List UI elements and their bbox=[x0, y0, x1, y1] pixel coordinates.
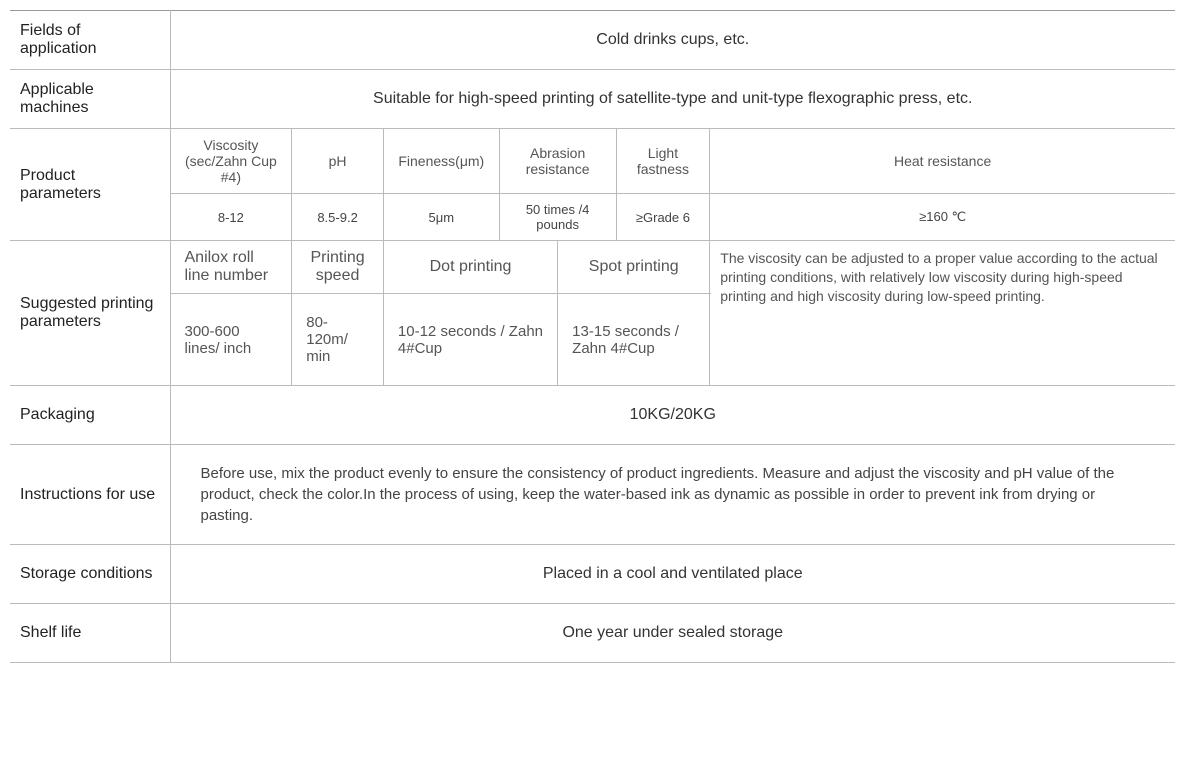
value-instructions: Before use, mix the product evenly to en… bbox=[170, 445, 1175, 545]
label-instructions: Instructions for use bbox=[10, 445, 170, 545]
param-head-2: Fineness(μm) bbox=[383, 129, 499, 194]
label-fields: Fields of application bbox=[10, 11, 170, 70]
spec-table: Fields of application Cold drinks cups, … bbox=[10, 10, 1175, 663]
param-val-0: 8-12 bbox=[170, 194, 292, 241]
row-packaging: Packaging 10KG/20KG bbox=[10, 386, 1175, 445]
row-params-head: Product parameters Viscosity (sec/Zahn C… bbox=[10, 129, 1175, 194]
label-shelf: Shelf life bbox=[10, 604, 170, 663]
label-params: Product parameters bbox=[10, 129, 170, 241]
row-sugg-head: Suggested printing parameters Anilox rol… bbox=[10, 241, 1175, 294]
value-fields: Cold drinks cups, etc. bbox=[170, 11, 1175, 70]
param-val-2: 5μm bbox=[383, 194, 499, 241]
sugg-head-1: Printing speed bbox=[292, 241, 384, 294]
param-val-5: ≥160 ℃ bbox=[710, 194, 1175, 241]
param-val-3: 50 times /4 pounds bbox=[499, 194, 616, 241]
sugg-val-1: 80-120m/ min bbox=[292, 294, 384, 386]
value-storage: Placed in a cool and ventilated place bbox=[170, 545, 1175, 604]
param-head-3: Abrasion resistance bbox=[499, 129, 616, 194]
row-shelf: Shelf life One year under sealed storage bbox=[10, 604, 1175, 663]
sugg-head-3: Spot printing bbox=[558, 241, 710, 294]
row-fields: Fields of application Cold drinks cups, … bbox=[10, 11, 1175, 70]
sugg-note: The viscosity can be adjusted to a prope… bbox=[710, 241, 1175, 386]
sugg-val-2: 10-12 seconds / Zahn 4#Cup bbox=[383, 294, 557, 386]
value-packaging: 10KG/20KG bbox=[170, 386, 1175, 445]
value-shelf: One year under sealed storage bbox=[170, 604, 1175, 663]
label-storage: Storage conditions bbox=[10, 545, 170, 604]
row-instructions: Instructions for use Before use, mix the… bbox=[10, 445, 1175, 545]
sugg-val-0: 300-600 lines/ inch bbox=[170, 294, 292, 386]
label-machines: Applicable machines bbox=[10, 70, 170, 129]
param-head-4: Light fastness bbox=[616, 129, 710, 194]
row-machines: Applicable machines Suitable for high-sp… bbox=[10, 70, 1175, 129]
label-sugg: Suggested printing parameters bbox=[10, 241, 170, 386]
value-machines: Suitable for high-speed printing of sate… bbox=[170, 70, 1175, 129]
param-head-0: Viscosity (sec/Zahn Cup #4) bbox=[170, 129, 292, 194]
sugg-val-3: 13-15 seconds / Zahn 4#Cup bbox=[558, 294, 710, 386]
param-val-4: ≥Grade 6 bbox=[616, 194, 710, 241]
param-head-1: pH bbox=[292, 129, 384, 194]
label-packaging: Packaging bbox=[10, 386, 170, 445]
sugg-head-2: Dot printing bbox=[383, 241, 557, 294]
row-storage: Storage conditions Placed in a cool and … bbox=[10, 545, 1175, 604]
row-params-val: 8-12 8.5-9.2 5μm 50 times /4 pounds ≥Gra… bbox=[10, 194, 1175, 241]
param-head-5: Heat resistance bbox=[710, 129, 1175, 194]
param-val-1: 8.5-9.2 bbox=[292, 194, 384, 241]
sugg-head-0: Anilox roll line number bbox=[170, 241, 292, 294]
